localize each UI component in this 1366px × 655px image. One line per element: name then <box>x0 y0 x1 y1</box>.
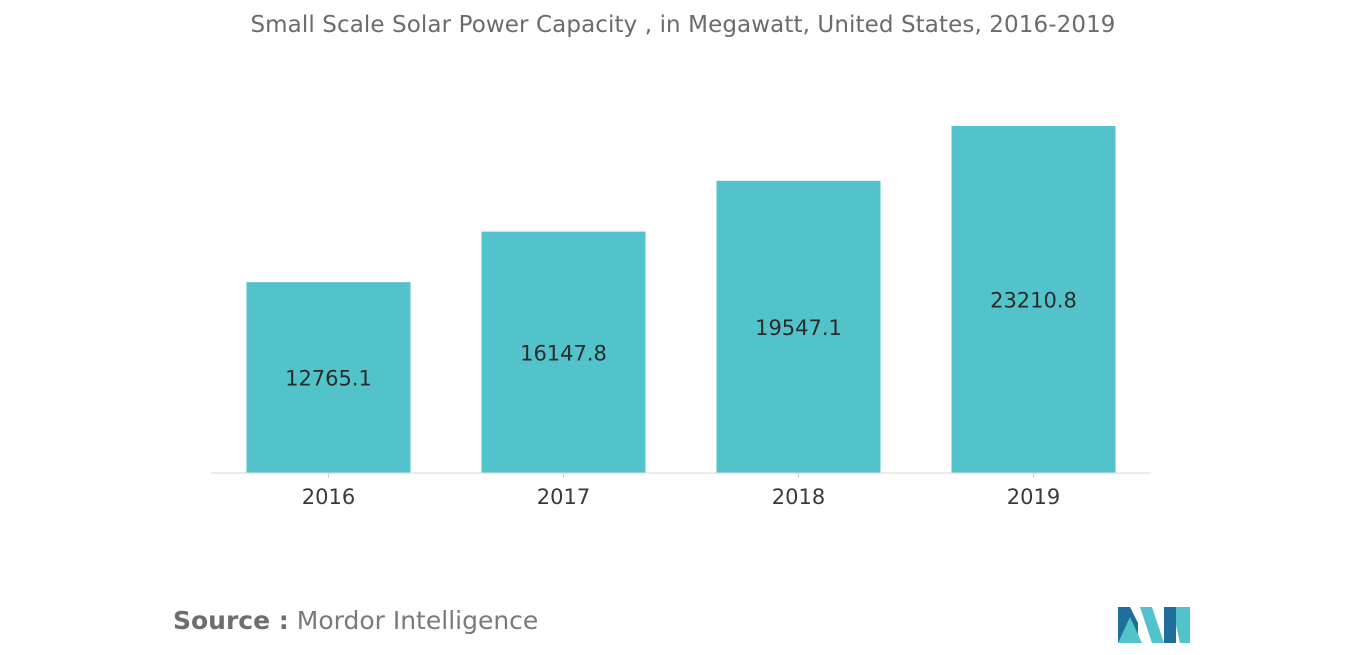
x-axis-tick-labels: 2016 2017 2018 2019 <box>302 485 1060 509</box>
chart-title: Small Scale Solar Power Capacity , in Me… <box>250 12 1116 38</box>
source-line: Source : Mordor Intelligence <box>173 606 538 635</box>
source-label: Source : <box>173 606 289 635</box>
value-label-2017: 16147.8 <box>520 341 607 365</box>
mordor-intelligence-logo-icon <box>1118 607 1190 643</box>
value-label-2019: 23210.8 <box>990 289 1077 313</box>
bar-2019 <box>951 126 1116 473</box>
bar-2016 <box>246 282 411 473</box>
x-axis-ticks <box>328 473 1034 478</box>
value-labels: 12765.1 16147.8 19547.1 23210.8 <box>285 289 1077 391</box>
x-tick-label-2018: 2018 <box>772 485 825 509</box>
x-tick-label-2017: 2017 <box>537 485 590 509</box>
source-text: Mordor Intelligence <box>296 606 539 635</box>
bars-layer <box>246 126 1116 473</box>
bar-2018 <box>716 180 881 473</box>
bar-2017 <box>481 231 646 473</box>
value-label-2018: 19547.1 <box>755 316 842 340</box>
value-label-2016: 12765.1 <box>285 367 372 391</box>
x-tick-label-2019: 2019 <box>1007 485 1060 509</box>
x-tick-label-2016: 2016 <box>302 485 355 509</box>
